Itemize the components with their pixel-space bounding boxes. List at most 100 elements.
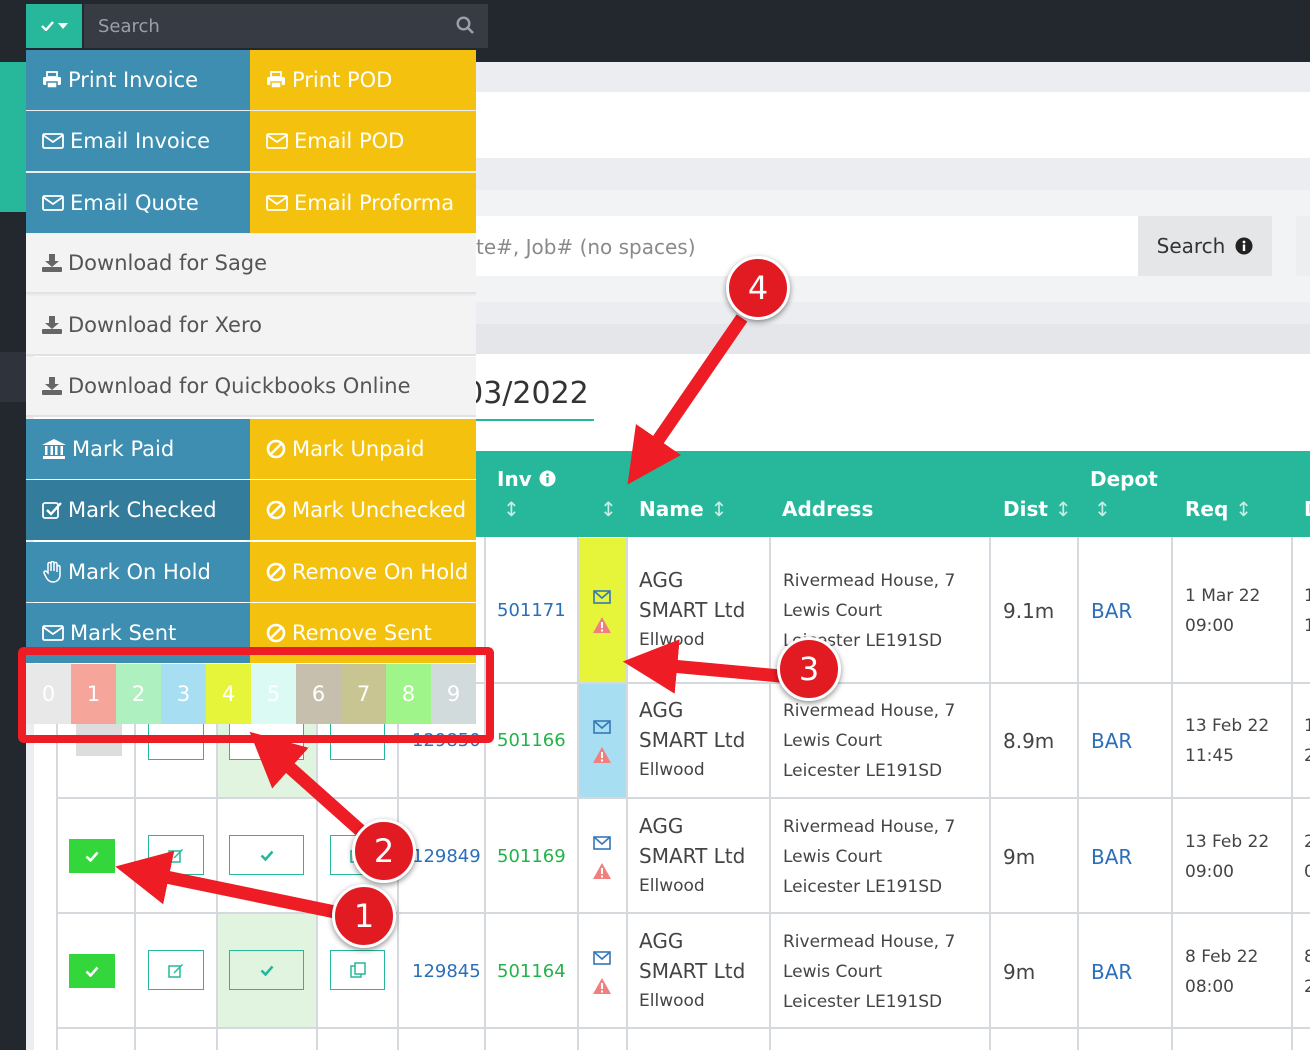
- filter-search-input[interactable]: te#, Job# (no spaces): [476, 216, 1138, 276]
- color-swatch-5[interactable]: 5: [251, 664, 296, 724]
- download-xero-label: Download for Xero: [68, 313, 262, 337]
- invoice-number[interactable]: 129845: [412, 961, 481, 982]
- address-line: Rivermead House, 7: [783, 932, 956, 952]
- email-proforma-item[interactable]: Email Proforma: [250, 173, 476, 233]
- print-invoice-label: Print Invoice: [68, 68, 199, 92]
- filter-search-button[interactable]: Search: [1138, 216, 1272, 276]
- address-line: Rivermead House, 7: [783, 701, 956, 721]
- job-number[interactable]: 501171: [497, 600, 566, 621]
- check-icon: [85, 966, 99, 977]
- row-select-checkbox[interactable]: [69, 839, 115, 873]
- row-select-checkbox[interactable]: [69, 954, 115, 988]
- job-number[interactable]: 501169: [497, 846, 566, 867]
- global-search-input[interactable]: [84, 4, 444, 48]
- color-swatch-2[interactable]: 2: [116, 664, 161, 724]
- check-square-icon: [42, 501, 62, 519]
- callout-badge-2: 2: [352, 819, 416, 883]
- email-pod-item[interactable]: Email POD: [250, 111, 476, 171]
- color-swatch-6[interactable]: 6: [296, 664, 341, 724]
- address-line: Rivermead House, 7: [783, 571, 956, 591]
- row-flag-color[interactable]: [579, 538, 626, 683]
- color-swatch-0[interactable]: 0: [26, 664, 71, 724]
- caret-down-icon: [57, 23, 68, 29]
- download-xero-item[interactable]: Download for Xero: [26, 296, 476, 356]
- edge-line: 1: [1304, 586, 1310, 606]
- email-quote-item[interactable]: Email Quote: [26, 173, 250, 233]
- remove-on-hold-item[interactable]: Remove On Hold: [250, 542, 476, 602]
- edit-icon: [168, 848, 183, 863]
- grid-line: [56, 1027, 1310, 1029]
- download-quickbooks-item[interactable]: Download for Quickbooks Online: [26, 357, 476, 417]
- copy-icon: [349, 962, 366, 978]
- table-header: Inv ↕ ↕ Name ↕ Address Dist ↕ Depot ↕ Re…: [476, 451, 1310, 537]
- download-icon: [42, 254, 62, 272]
- header-inv[interactable]: Inv: [497, 467, 556, 491]
- distance: 8.9m: [1003, 729, 1055, 753]
- mark-unpaid-item[interactable]: Mark Unpaid: [250, 419, 476, 479]
- header-dist[interactable]: Dist ↕: [1003, 497, 1072, 521]
- header-name[interactable]: Name ↕: [639, 497, 727, 521]
- depot-link[interactable]: BAR: [1091, 960, 1133, 984]
- date-range-text: /03/2022: [476, 376, 589, 411]
- depot-link[interactable]: BAR: [1091, 599, 1133, 623]
- edge-line: 1: [1304, 716, 1310, 736]
- header-req[interactable]: Req ↕: [1185, 497, 1252, 521]
- grid-line: [56, 683, 58, 1050]
- mark-checked-item[interactable]: Mark Checked: [26, 480, 250, 540]
- global-search: [84, 4, 488, 48]
- sort-name-icon: ↕: [710, 497, 728, 521]
- search-icon[interactable]: [456, 16, 474, 34]
- header-depot[interactable]: Depot: [1090, 467, 1158, 491]
- bulk-actions-menu: Print Invoice Print POD Email Invoice Em…: [26, 50, 476, 664]
- color-swatch-1[interactable]: 1: [71, 664, 116, 724]
- required-time-line: 09:00: [1185, 862, 1234, 882]
- mark-paid-label: Mark Paid: [72, 437, 175, 461]
- copy-button[interactable]: [330, 950, 385, 990]
- required-date-line: 1 Mar 22: [1185, 586, 1261, 606]
- check-icon: [260, 965, 273, 976]
- filter-side-button[interactable]: [1296, 216, 1310, 276]
- color-swatch-3[interactable]: 3: [161, 664, 206, 724]
- bulk-select-button[interactable]: [26, 4, 82, 48]
- row-flag-color[interactable]: [579, 684, 626, 798]
- customer-name-line: AGG: [639, 814, 684, 838]
- download-sage-item[interactable]: Download for Sage: [26, 234, 476, 294]
- job-number[interactable]: 501166: [497, 730, 566, 751]
- depot-link[interactable]: BAR: [1091, 729, 1133, 753]
- mark-on-hold-item[interactable]: Mark On Hold: [26, 542, 250, 602]
- sort-depot-icon[interactable]: ↕: [1094, 497, 1111, 521]
- job-number[interactable]: 501164: [497, 961, 566, 982]
- customer-name-line: Ellwood: [639, 760, 705, 780]
- grid-line: [989, 537, 991, 1050]
- sort-inv-icon[interactable]: ↕: [503, 497, 520, 521]
- color-swatch-4[interactable]: 4: [206, 664, 251, 724]
- print-invoice-item[interactable]: Print Invoice: [26, 50, 250, 110]
- address-line: Lewis Court: [783, 731, 883, 751]
- edit-button[interactable]: [148, 950, 204, 990]
- print-pod-item[interactable]: Print POD: [250, 50, 476, 110]
- header-address-label: Address: [782, 497, 874, 521]
- address-line: Lewis Court: [783, 847, 883, 867]
- depot-link[interactable]: BAR: [1091, 845, 1133, 869]
- check-button[interactable]: [229, 835, 304, 875]
- callout-badge-3: 3: [777, 637, 841, 701]
- address-line: Lewis Court: [783, 962, 883, 982]
- invoice-number[interactable]: 129849: [412, 846, 481, 867]
- color-swatch-8[interactable]: 8: [386, 664, 431, 724]
- mark-paid-item[interactable]: Mark Paid: [26, 419, 250, 479]
- address: Rivermead House, 7 Lewis Court Leicester L…: [783, 927, 955, 1017]
- required-time-line: 09:00: [1185, 616, 1234, 636]
- address-line: Rivermead House, 7: [783, 817, 956, 837]
- check-button[interactable]: [229, 950, 304, 990]
- grid-line: [1291, 537, 1293, 1050]
- sort-flag-icon[interactable]: ↕: [600, 497, 617, 521]
- edit-button[interactable]: [148, 835, 204, 875]
- color-swatch-7[interactable]: 7: [341, 664, 386, 724]
- email-invoice-item[interactable]: Email Invoice: [26, 111, 250, 171]
- address-line: Leicester LE191SD: [783, 877, 943, 897]
- callout-badge-4: 4: [726, 256, 790, 320]
- color-swatch-9[interactable]: 9: [431, 664, 476, 724]
- mark-unchecked-item[interactable]: Mark Unchecked: [250, 480, 476, 540]
